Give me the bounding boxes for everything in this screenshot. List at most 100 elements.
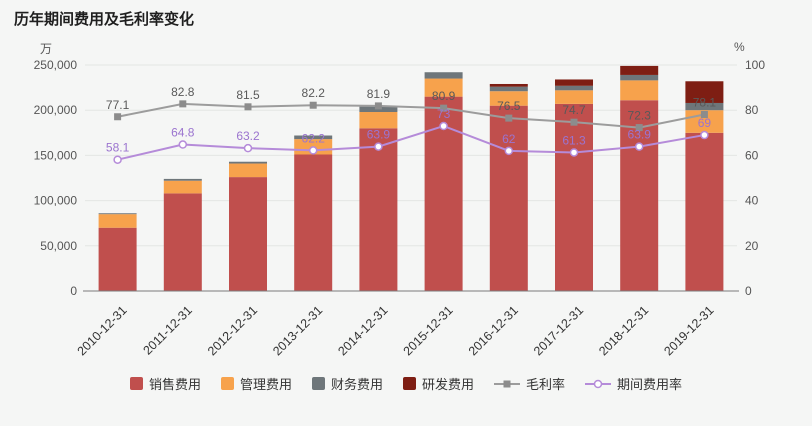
bar-segment-管理费用 (98, 214, 137, 228)
bar-segment-管理费用 (620, 80, 659, 101)
left-axis-tick: 150,000 (34, 148, 78, 162)
data-label: 61.3 (562, 133, 586, 147)
legend-swatch (403, 377, 416, 390)
legend-item-1[interactable]: 销售费用 (129, 374, 201, 393)
x-axis-label: 2013-12-31 (270, 303, 325, 358)
bar-segment-销售费用 (359, 128, 398, 291)
right-axis-tick: 80 (745, 103, 759, 117)
data-label: 73 (437, 107, 451, 121)
gross-margin-marker (570, 118, 578, 126)
bar-segment-研发费用 (620, 65, 659, 75)
x-axis-label: 2010-12-31 (75, 303, 130, 358)
data-label: 78.1 (693, 95, 717, 109)
bar-segment-财务费用 (555, 85, 593, 91)
bar-segment-财务费用 (685, 102, 724, 111)
data-label: 72.3 (628, 109, 652, 123)
bar-segment-研发费用 (555, 79, 593, 86)
expense-ratio-marker (569, 148, 579, 157)
data-label: 77.1 (106, 98, 130, 112)
legend-item-4[interactable]: 研发费用 (403, 374, 474, 393)
bar-segment-销售费用 (620, 100, 659, 291)
expenses-margin-chart: 0 50,000 100,000 150,000 200,000 250,000 0 20 40… (34, 58, 766, 358)
bar-segment-销售费用 (489, 105, 528, 292)
chart-title: 历年期间费用及毛利率变化 (14, 11, 195, 28)
data-label: 81.9 (367, 87, 391, 101)
left-axis-tick: 200,000 (34, 103, 78, 117)
gross-margin-marker (440, 104, 448, 112)
legend-swatch (220, 377, 234, 390)
expense-ratio-marker (439, 121, 448, 131)
gross-margin-marker (374, 102, 382, 110)
right-axis-unit-label: % (734, 40, 745, 54)
legend-item-6[interactable]: 期间费用率 (585, 374, 682, 393)
bar-segment-管理费用 (229, 163, 267, 178)
bar-segment-销售费用 (555, 103, 593, 291)
left-axis-unit-label: 万 (40, 42, 53, 56)
gross-margin-marker (179, 100, 187, 108)
gross-margin-marker (700, 110, 708, 118)
right-axis-tick: 60 (745, 148, 759, 162)
legend-swatch (129, 377, 143, 390)
bar-segment-研发费用 (489, 83, 528, 87)
expense-ratio-marker (178, 140, 188, 149)
expense-ratio-marker (700, 130, 709, 140)
data-label: 69 (698, 116, 712, 130)
bar-segment-财务费用 (294, 135, 333, 140)
gross-margin-marker (244, 103, 252, 111)
data-label: 62 (502, 132, 516, 146)
bar-segment-管理费用 (424, 78, 463, 97)
x-axis-label: 2017-12-31 (531, 303, 586, 358)
bar-segment-管理费用 (359, 112, 398, 129)
left-axis-tick: 50,000 (40, 239, 77, 253)
x-axis-label: 2019-12-31 (661, 303, 716, 358)
bar-segment-销售费用 (685, 132, 724, 291)
data-label: 63.9 (367, 128, 391, 142)
bar-segment-财务费用 (620, 74, 659, 81)
legend-label: 销售费用 (148, 377, 201, 392)
x-axis-label: 2011-12-31 (140, 303, 194, 357)
data-label: 58.1 (106, 141, 130, 155)
left-axis-tick: 250,000 (34, 58, 78, 72)
data-label: 74.7 (562, 103, 586, 117)
data-label: 63.9 (628, 128, 652, 142)
legend-label: 管理费用 (239, 377, 292, 392)
bar-segment-财务费用 (489, 86, 528, 92)
legend-item-3[interactable]: 财务费用 (311, 374, 383, 393)
bar-segment-销售费用 (294, 154, 333, 291)
left-axis-tick: 100,000 (34, 194, 78, 208)
gross-margin-marker (114, 113, 122, 121)
legend-marker (494, 380, 521, 387)
x-axis-label: 2018-12-31 (596, 303, 651, 358)
data-label: 82.8 (171, 85, 195, 99)
expense-ratio-marker (308, 146, 318, 155)
legend-item-5[interactable]: 毛利率 (494, 374, 565, 393)
legend-label: 毛利率 (526, 377, 566, 392)
x-axis-label: 2016-12-31 (466, 303, 521, 358)
expense-ratio-marker (243, 143, 253, 153)
legend-item-2[interactable]: 管理费用 (220, 374, 292, 393)
x-axis-label: 2014-12-31 (335, 303, 390, 358)
right-axis-tick: 0 (745, 284, 752, 298)
gross-margin-marker (635, 124, 643, 132)
expense-ratio-marker (504, 146, 514, 156)
left-axis-tick: 0 (70, 284, 77, 298)
x-axis-label: 2012-12-31 (205, 303, 260, 358)
gross-margin-marker (505, 114, 513, 122)
bar-segment-财务费用 (163, 178, 202, 181)
gross-margin-line (117, 102, 705, 129)
data-label: 62.2 (302, 131, 326, 145)
legend-label: 研发费用 (422, 377, 475, 392)
gross-margin-marker (309, 101, 317, 109)
bar-segment-销售费用 (163, 193, 202, 291)
legend-label: 期间费用率 (617, 377, 683, 392)
expense-ratio-marker (113, 155, 122, 164)
legend-label: 财务费用 (330, 377, 383, 392)
bar-segment-管理费用 (555, 90, 593, 104)
expense-ratio-marker (634, 142, 644, 151)
expense-ratio-marker (374, 142, 383, 151)
data-label: 76.5 (497, 99, 521, 113)
bar-segment-财务费用 (229, 161, 267, 164)
bar-segment-管理费用 (163, 180, 202, 194)
x-axis-label: 2015-12-31 (401, 303, 456, 358)
